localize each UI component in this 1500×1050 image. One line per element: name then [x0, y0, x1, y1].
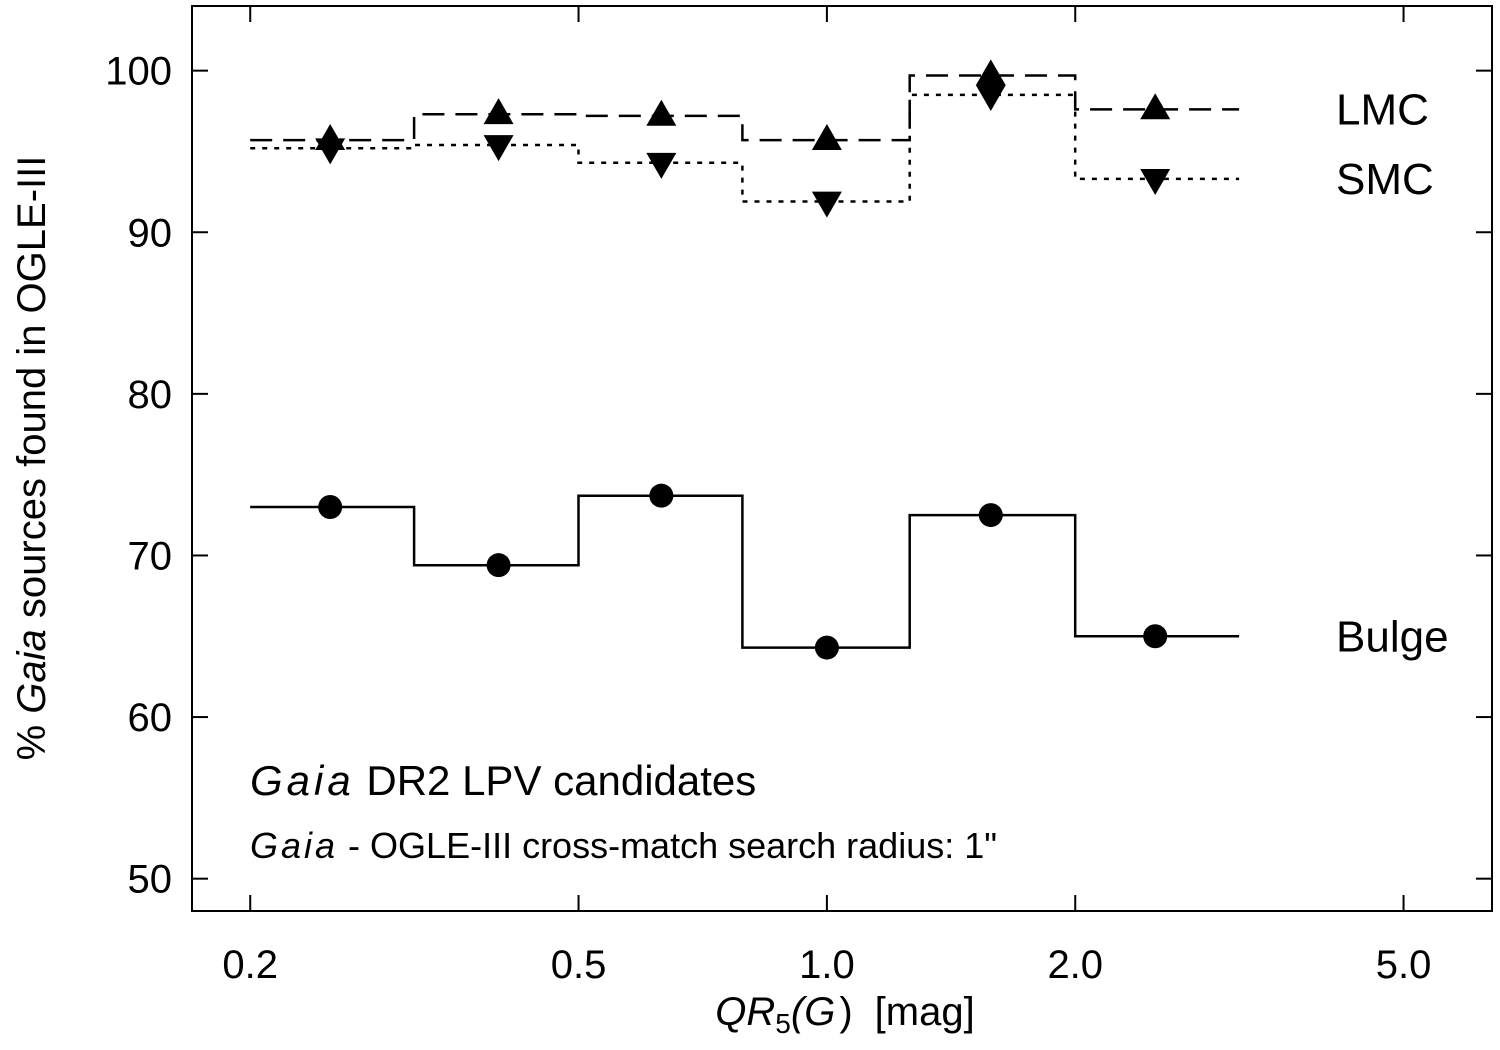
annotation-line-2-rest: - OGLE-III cross-match search radius: 1" [338, 825, 997, 866]
marker-bulge [318, 494, 343, 519]
marker-lmc [811, 124, 842, 151]
series-line-lmc [250, 74, 1240, 142]
y-tick-label: 90 [128, 211, 173, 255]
marker-bulge [486, 553, 511, 578]
series-label-lmc: LMC [1336, 85, 1429, 134]
series-step-lines [250, 74, 1240, 649]
marker-lmc [646, 99, 677, 126]
annotation-line-1: Gaia DR2 LPV candidates [250, 757, 756, 804]
axis-ticks [192, 6, 1492, 911]
marker-lmc [1140, 93, 1171, 120]
x-axis-title-suffix: [mag] [875, 990, 975, 1034]
x-axis-title-mid: (G [791, 990, 835, 1034]
x-tick-label: 0.2 [222, 943, 278, 987]
series-labels: LMC SMC Bulge [1336, 85, 1449, 661]
x-axis-title-prefix: QR [715, 990, 775, 1034]
marker-smc [975, 85, 1006, 112]
x-tick-label: 2.0 [1047, 943, 1103, 987]
x-axis-title-subscript: 5 [775, 1008, 791, 1039]
marker-bulge [978, 503, 1003, 528]
axis-tick-labels: 0.2 0.5 1.0 2.0 5.0 50 60 70 80 90 100 [105, 50, 1431, 987]
marker-smc [811, 191, 842, 218]
marker-smc [315, 138, 346, 165]
y-tick-label: 100 [105, 50, 172, 94]
plot-frame [191, 5, 1493, 912]
marker-smc [646, 152, 677, 179]
y-tick-label: 50 [128, 858, 173, 902]
x-tick-label: 0.5 [551, 943, 607, 987]
y-tick-label: 70 [128, 534, 173, 578]
marker-lmc [975, 59, 1006, 86]
x-tick-label: 5.0 [1376, 943, 1432, 987]
marker-lmc [483, 98, 514, 125]
annotation-line-2: Gaia - OGLE-III cross-match search radiu… [250, 825, 997, 866]
marker-bulge [814, 635, 839, 660]
y-axis-title-italic: Gaia [10, 629, 54, 714]
marker-bulge [649, 483, 674, 508]
x-axis-title-close: ) [839, 990, 852, 1034]
series-line-smc [250, 93, 1240, 203]
marker-smc [483, 135, 514, 162]
annotation-line-2-italic: Gaia [250, 825, 338, 866]
y-axis-title-suffix: sources found in OGLE-III [10, 156, 54, 630]
marker-smc [1140, 169, 1171, 196]
annotation-line-1-rest: DR2 LPV candidates [355, 757, 757, 804]
series-markers [315, 59, 1171, 660]
y-tick-label: 60 [128, 696, 173, 740]
marker-bulge [1143, 624, 1168, 649]
y-axis-title: % Gaia sources found in OGLE-III [10, 156, 54, 761]
series-line-bulge [250, 494, 1240, 649]
x-axis-title: QR5(G) [mag] [715, 990, 974, 1039]
series-label-bulge: Bulge [1336, 612, 1449, 661]
x-tick-label: 1.0 [799, 943, 855, 987]
annotation-line-1-italic: Gaia [250, 757, 355, 804]
y-tick-label: 80 [128, 373, 173, 417]
series-label-smc: SMC [1336, 155, 1434, 204]
y-axis-title-prefix: % [10, 714, 54, 761]
